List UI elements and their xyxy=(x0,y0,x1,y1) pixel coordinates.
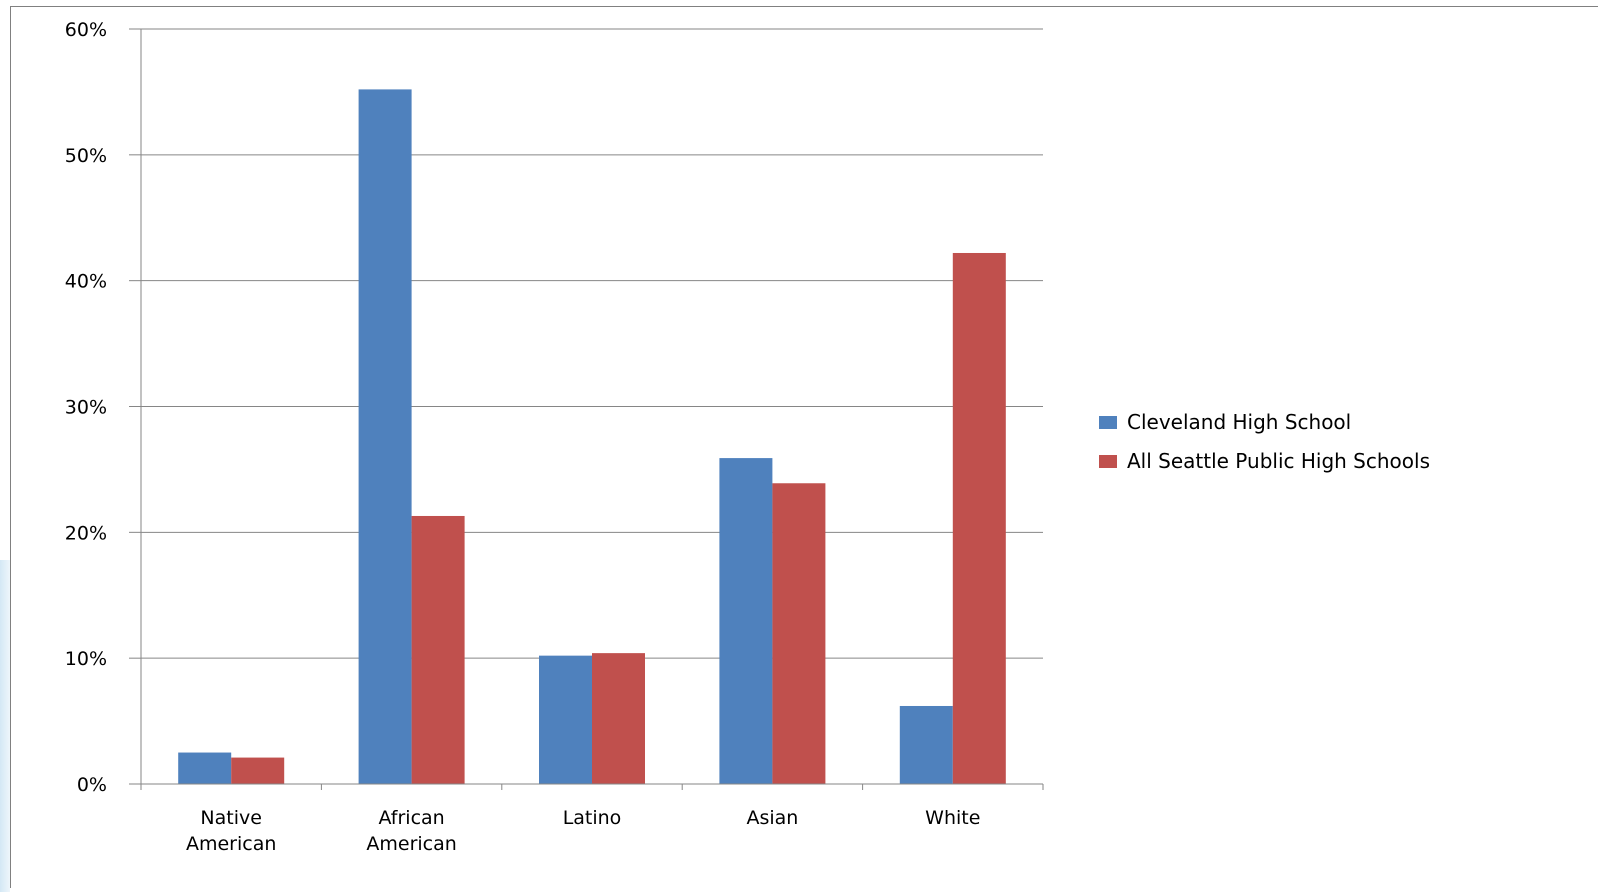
y-tick-label: 0% xyxy=(77,774,107,796)
x-tick-label: White xyxy=(925,807,980,829)
y-tick-labels: 0% 10% 20% 30% 40% 50% 60% xyxy=(65,19,107,796)
x-tick-label: Native xyxy=(200,807,262,829)
y-tick-label: 30% xyxy=(65,397,107,419)
legend-swatch xyxy=(1099,416,1117,429)
x-tick-label: African xyxy=(378,807,444,829)
legend: Cleveland High School All Seattle Public … xyxy=(1099,410,1430,473)
bar-cleveland-0 xyxy=(178,752,232,784)
x-tick-label: American xyxy=(186,833,276,855)
axes xyxy=(129,28,1044,790)
bar-seattle-1 xyxy=(411,515,465,784)
bars xyxy=(178,89,1006,784)
y-tick-label: 10% xyxy=(65,648,107,670)
bar-cleveland-1 xyxy=(358,89,412,784)
x-tick-label: Latino xyxy=(563,807,622,829)
x-tick-label: American xyxy=(366,833,456,855)
bar-seattle-3 xyxy=(772,483,826,784)
y-tick-label: 40% xyxy=(65,271,107,293)
x-tick-labels: Native American African American Latino Asian… xyxy=(186,807,980,855)
y-tick-label: 50% xyxy=(65,145,107,167)
y-tick-label: 20% xyxy=(65,522,107,544)
gridlines xyxy=(141,28,1043,659)
y-tick-label: 60% xyxy=(65,19,107,41)
legend-label: Cleveland High School xyxy=(1127,410,1351,434)
bar-cleveland-4 xyxy=(899,705,953,784)
bar-cleveland-3 xyxy=(719,458,773,784)
slide-background-strip xyxy=(0,560,10,892)
legend-label: All Seattle Public High Schools xyxy=(1127,449,1430,473)
x-tick-label: Asian xyxy=(746,807,798,829)
legend-swatch xyxy=(1099,455,1117,468)
bar-seattle-0 xyxy=(231,757,285,784)
bar-seattle-4 xyxy=(952,252,1006,784)
chart-frame xyxy=(10,6,1598,888)
bar-seattle-2 xyxy=(592,653,645,784)
bar-cleveland-2 xyxy=(539,655,592,784)
